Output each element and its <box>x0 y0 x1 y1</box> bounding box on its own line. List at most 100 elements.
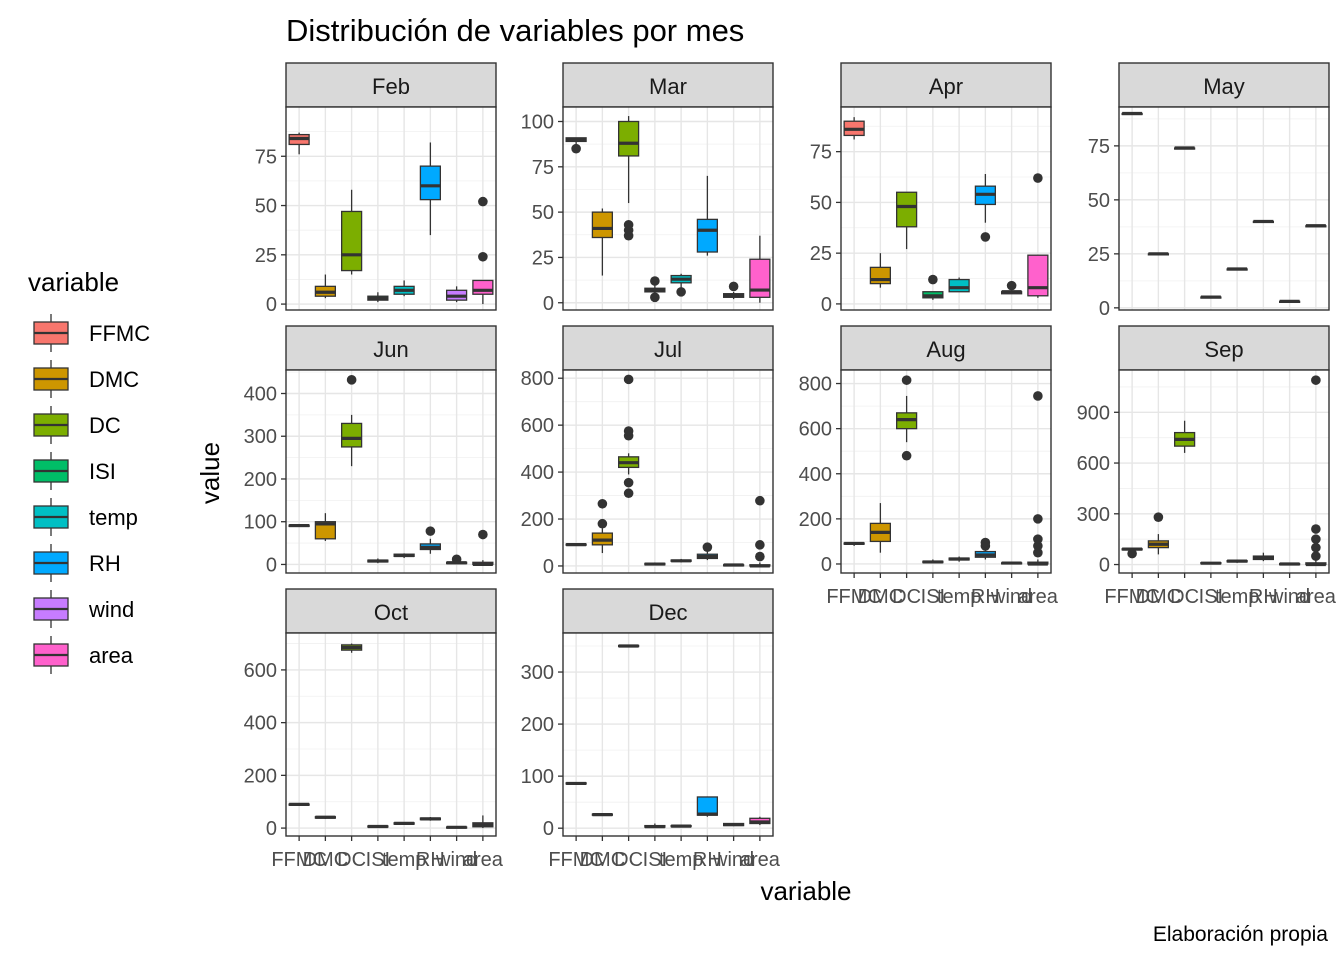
box-rh <box>419 142 441 236</box>
y-tick-label: 300 <box>244 426 277 448</box>
x-tick-label: wind <box>1268 586 1310 608</box>
x-tick-label: DMC <box>580 849 626 871</box>
legend-item-wind: wind <box>33 590 134 628</box>
box-temp <box>670 824 692 828</box>
outlier-point <box>755 495 765 506</box>
box-iqr <box>314 521 336 540</box>
legend-item-temp: temp <box>33 498 138 536</box>
box-wind <box>723 281 745 300</box>
facet-strip-label: Dec <box>648 600 687 625</box>
x-tick-label: ISI <box>1199 586 1223 608</box>
box-wind <box>723 563 745 567</box>
box-isi <box>644 562 666 566</box>
y-tick-label: 400 <box>521 462 554 484</box>
outlier-point <box>623 426 634 436</box>
box-wind <box>723 822 745 827</box>
x-tick-label: area <box>463 849 504 871</box>
outlier-point <box>478 251 488 262</box>
x-tick-label: DC <box>1170 586 1199 608</box>
box-wind <box>445 554 468 565</box>
box-isi <box>367 824 389 829</box>
x-tick-label: DC <box>892 586 921 608</box>
x-tick-label: DMC <box>303 849 349 871</box>
box-ffmc <box>1121 547 1143 559</box>
panel-border <box>840 369 1052 574</box>
legend-label: DC <box>89 413 121 438</box>
facet-panel-apr: Apr 0 25 50 75 <box>810 62 1052 316</box>
outlier-point <box>901 450 912 461</box>
y-tick-label: 400 <box>244 713 277 735</box>
box-wind <box>1001 561 1023 565</box>
x-axis-title: variable <box>760 876 851 906</box>
facet-strip-label: May <box>1203 74 1245 99</box>
panel-border <box>840 106 1052 311</box>
panel-border <box>285 632 497 837</box>
outlier-point <box>755 551 765 562</box>
x-tick-label: area <box>1018 586 1059 608</box>
y-tick-label: 50 <box>810 192 832 214</box>
facet-panel-mar: Mar 0 25 50 75 100 <box>521 62 774 315</box>
legend-item-rh: RH <box>33 544 121 582</box>
outlier-point <box>980 232 991 242</box>
facet-panel-may: May 0 25 50 75 <box>1088 62 1330 320</box>
x-tick-label: FFMC <box>548 849 604 871</box>
box-temp <box>948 556 970 562</box>
box-rh <box>419 817 441 821</box>
box-iqr <box>340 210 363 272</box>
y-tick-label: 75 <box>532 157 554 179</box>
outlier-point <box>478 529 488 540</box>
y-tick-label: 25 <box>255 245 277 267</box>
box-temp <box>670 558 692 563</box>
legend-item-dc: DC <box>33 406 121 444</box>
box-isi <box>922 559 944 564</box>
x-tick-label: ISI <box>643 849 667 871</box>
box-rh <box>696 542 719 561</box>
box-area <box>1305 224 1327 228</box>
box-area <box>1027 173 1049 298</box>
box-rh <box>1252 219 1275 224</box>
box-temp <box>393 280 415 297</box>
y-tick-label: 100 <box>521 766 554 788</box>
box-rh <box>974 537 997 560</box>
outlier-point <box>928 274 938 285</box>
x-tick-label: temp <box>937 586 981 608</box>
legend-label: ISI <box>89 459 116 484</box>
y-tick-label: 0 <box>1099 555 1110 577</box>
outlier-point <box>1311 524 1321 534</box>
outlier-point <box>1033 547 1043 558</box>
facet-strip-label: Jun <box>373 337 408 362</box>
box-isi <box>1200 561 1222 565</box>
outlier-point <box>1033 514 1043 524</box>
facet-strip <box>840 325 1052 371</box>
outlier-point <box>451 554 462 565</box>
panel-grid <box>1119 370 1329 573</box>
box-area <box>472 529 494 567</box>
facet-strip-label: Mar <box>649 74 687 99</box>
box-dmc <box>869 503 892 553</box>
x-tick-label: temp <box>659 849 703 871</box>
x-tick-label: FFMC <box>1104 586 1160 608</box>
outlier-point <box>755 540 765 550</box>
box-iqr <box>749 258 771 298</box>
box-ffmc <box>565 781 587 786</box>
box-wind <box>445 286 468 303</box>
outlier-point <box>478 196 488 207</box>
outlier-point <box>346 375 357 385</box>
box-ffmc <box>288 132 310 155</box>
box-temp <box>948 277 970 293</box>
box-temp <box>1226 559 1248 563</box>
box-ffmc <box>1121 111 1143 116</box>
box-iqr <box>618 120 640 157</box>
legend-item-dmc: DMC <box>33 360 139 398</box>
box-rh <box>1252 552 1275 562</box>
box-isi <box>922 274 944 300</box>
y-tick-label: 800 <box>521 368 554 390</box>
facet-strip-label: Sep <box>1204 337 1243 362</box>
box-temp <box>393 821 415 825</box>
y-tick-label: 200 <box>799 509 832 531</box>
panel-background <box>563 633 773 836</box>
box-temp <box>670 273 692 297</box>
y-axis-title: value <box>195 442 225 504</box>
outlier-point <box>623 477 634 488</box>
